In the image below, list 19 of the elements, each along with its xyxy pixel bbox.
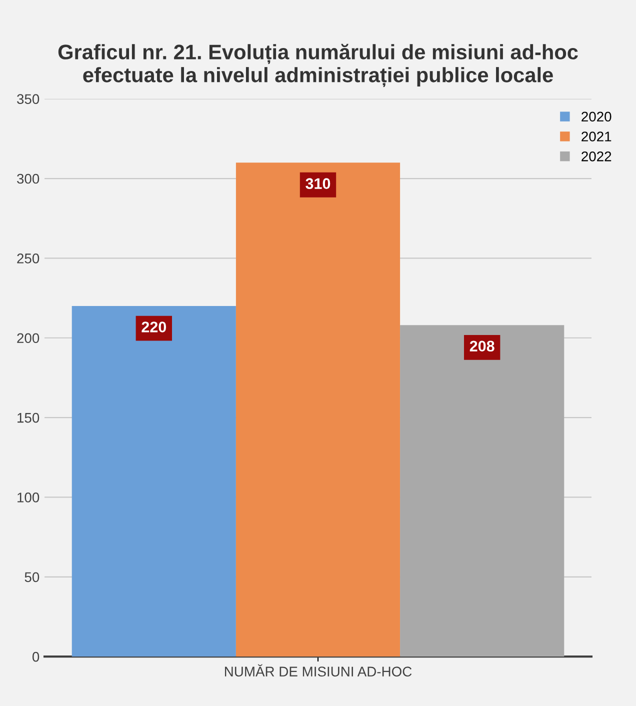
y-tick-label: 50 [24, 572, 40, 582]
data-label: 310 [306, 178, 330, 190]
legend-label: 2021 [582, 132, 612, 142]
y-tick-label: 0 [32, 652, 40, 662]
y-tick-label: 300 [17, 174, 40, 184]
legend-label: 2022 [582, 151, 612, 162]
data-label: 220 [142, 322, 166, 332]
bar [400, 325, 564, 657]
y-tick-label: 150 [18, 412, 40, 423]
y-tick-label: 350 [17, 94, 40, 104]
y-tick-label: 200 [17, 333, 40, 344]
bar [236, 162, 400, 657]
x-tick-label: NUMĂR DE MISIUNI AD-HOC [225, 664, 412, 677]
chart-title: Graficul nr. 21. Evoluția numărului de misiuni ad-hoc efectuate la nivelul administrației publice locale [58, 44, 578, 88]
bar [72, 306, 236, 657]
y-tick-label: 100 [18, 492, 40, 502]
data-label: 208 [470, 340, 494, 352]
legend-label: 2020 [582, 112, 612, 122]
y-tick-label: 250 [17, 254, 40, 264]
